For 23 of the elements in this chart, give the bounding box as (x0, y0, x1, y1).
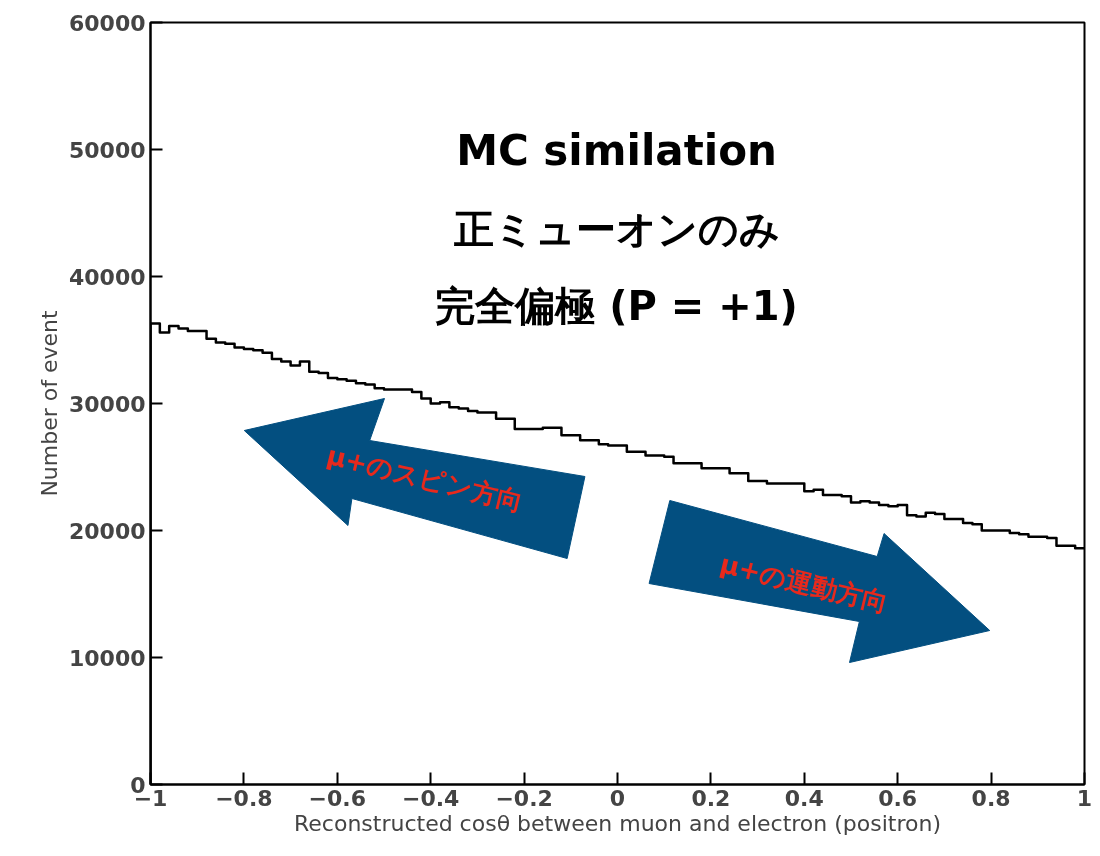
y-tick-label: 40000 (68, 264, 146, 290)
y-tick-label: 10000 (68, 645, 146, 671)
annotation: μ+のスピン方向 (323, 440, 527, 517)
annotation: μ+の運動方向 (717, 548, 892, 619)
x-axis-title: Reconstructed cosθ between muon and electron (positron) (294, 810, 941, 836)
x-tick-label: −0.8 (215, 785, 273, 811)
x-tick-label: 0 (609, 785, 626, 811)
y-tick-label: 60000 (68, 10, 146, 36)
annotation: 正ミューオンのみ (452, 205, 780, 252)
y-tick-label: 20000 (68, 518, 146, 544)
x-tick-label: −0.6 (308, 785, 366, 811)
x-tick-label: −0.2 (495, 785, 553, 811)
annotation: 完全偏極 (P = +1) (435, 282, 798, 329)
y-tick-label: 30000 (68, 391, 146, 417)
x-tick-label: 0.6 (878, 785, 918, 811)
y-tick-label: 50000 (68, 137, 146, 163)
y-axis-title: Number of event (36, 310, 62, 497)
x-tick-label: 0.8 (971, 785, 1011, 811)
annotation: MC similation (456, 126, 777, 175)
x-tick-label: 1 (1076, 785, 1093, 811)
x-tick-label: −0.4 (402, 785, 460, 811)
x-tick-label: 0.4 (784, 785, 824, 811)
x-tick-label: 0.2 (691, 785, 731, 811)
